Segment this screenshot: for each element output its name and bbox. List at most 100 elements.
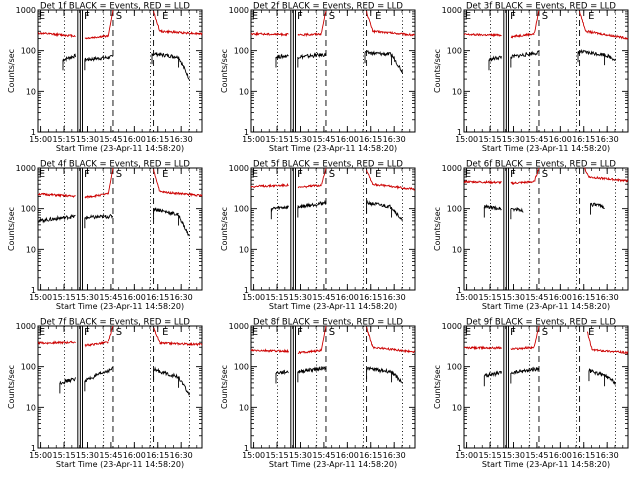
y-tick-label: 1 <box>457 286 462 295</box>
y-tick-label: 1000 <box>442 6 462 15</box>
lld-series-segment <box>510 180 535 186</box>
x-tick-label: 15:00 <box>29 293 52 302</box>
lld-series-segment <box>588 175 629 183</box>
lld-series-segment <box>366 326 374 348</box>
chart-panel-9: Det 9f BLACK = Events, RED = LLD 1 10 100 10… <box>433 318 629 469</box>
lld-series-segment <box>585 29 629 41</box>
x-tick-label: 16:00 <box>549 135 572 144</box>
lld-series-segment <box>320 325 327 351</box>
events-series-segment <box>364 50 393 58</box>
lld-series-segment <box>533 10 540 34</box>
orbit-marker-label: E <box>465 169 471 180</box>
plot-frame <box>37 9 203 133</box>
chart-panel-7: Det 7f BLACK = Events, RED = LLD 1 10 100 10… <box>7 318 203 469</box>
y-axis-title: Counts/sec <box>433 207 442 251</box>
events-series-segment <box>483 203 502 211</box>
orbit-marker-label: E <box>162 327 168 338</box>
plot-frame <box>250 167 416 291</box>
y-tick-label: 10 <box>239 245 249 254</box>
chart-title: Det 8f BLACK = Events, RED = LLD <box>253 318 403 328</box>
events-series-segment <box>59 377 76 385</box>
plot-frame <box>463 325 629 449</box>
orbit-marker-label: E <box>375 11 381 22</box>
y-tick-label: 1 <box>31 128 36 137</box>
chart-title: Det 5f BLACK = Events, RED = LLD <box>253 160 403 170</box>
x-tick-label: 16:15 <box>146 135 169 144</box>
events-series-segment <box>270 204 289 212</box>
x-tick-label: 15:00 <box>455 451 478 460</box>
x-axis-title: Start Time (23-Apr-11 14:58:20) <box>482 302 610 311</box>
x-axis-title: Start Time (23-Apr-11 14:58:20) <box>56 460 184 469</box>
chart-panel-6: Det 6f BLACK = Events, RED = LLD 1 10 100 10… <box>433 160 629 311</box>
x-tick-label: 16:15 <box>572 135 595 144</box>
orbit-marker-label: S <box>542 169 548 180</box>
chart-panel-4: Det 4f BLACK = Events, RED = LLD 1 10 100 10… <box>7 160 203 311</box>
events-series-segment <box>178 376 190 396</box>
orbit-marker-label: E <box>588 327 594 338</box>
events-series-segment <box>590 202 605 210</box>
y-tick-label: 1 <box>244 444 249 453</box>
x-tick-label: 16:00 <box>549 293 572 302</box>
y-tick-label: 1000 <box>229 164 249 173</box>
lld-series-segment <box>84 34 109 40</box>
x-tick-label: 16:30 <box>170 293 193 302</box>
x-tick-label: 15:30 <box>289 451 312 460</box>
lld-series-segment <box>250 348 289 354</box>
lld-series-segment <box>463 32 502 38</box>
x-tick-label: 16:30 <box>383 135 406 144</box>
events-series-segment <box>37 213 76 224</box>
y-tick-label: 100 <box>447 363 462 372</box>
lld-series-segment <box>372 29 416 37</box>
x-tick-label: 15:00 <box>29 451 52 460</box>
orbit-marker-label: S <box>542 11 548 22</box>
y-tick-label: 1 <box>31 444 36 453</box>
x-tick-label: 15:45 <box>312 135 335 144</box>
chart-panel-3: Det 3f BLACK = Events, RED = LLD 1 10 100 10… <box>433 2 629 153</box>
y-tick-label: 1 <box>457 128 462 137</box>
y-tick-label: 1000 <box>229 6 249 15</box>
x-tick-label: 16:00 <box>123 293 146 302</box>
lld-series-segment <box>107 9 114 37</box>
x-tick-label: 15:15 <box>266 135 289 144</box>
events-series-segment <box>297 366 327 375</box>
lld-series-segment <box>250 182 289 189</box>
y-axis-title: Counts/sec <box>7 49 16 93</box>
events-series-segment <box>391 208 403 222</box>
chart-panel-1: Det 1f BLACK = Events, RED = LLD 1 10 100 10… <box>7 2 203 153</box>
orbit-marker-label: F <box>297 327 303 338</box>
orbit-marker-label: E <box>252 11 258 22</box>
events-series-segment <box>153 366 180 379</box>
orbit-marker-label: F <box>510 169 516 180</box>
lld-series-segment <box>463 179 502 185</box>
x-tick-label: 16:00 <box>336 135 359 144</box>
orbit-marker-label: E <box>162 11 168 22</box>
orbit-marker-label: F <box>297 11 303 22</box>
lld-series-segment <box>366 10 374 33</box>
events-series-segment <box>178 214 190 237</box>
lld-series-segment <box>584 167 590 178</box>
events-series-segment <box>297 199 327 209</box>
orbit-marker-label: F <box>510 327 516 338</box>
plot-frame <box>37 167 203 291</box>
lld-series-segment <box>84 192 109 200</box>
y-tick-label: 10 <box>26 403 36 412</box>
lld-series-segment <box>107 325 114 342</box>
lld-series-segment <box>510 32 535 39</box>
orbit-marker-label: F <box>84 169 90 180</box>
x-tick-label: 15:45 <box>525 451 548 460</box>
y-axis-title: Counts/sec <box>220 49 229 93</box>
lld-series-segment <box>107 167 114 195</box>
orbit-marker-label: E <box>375 169 381 180</box>
x-tick-label: 15:00 <box>242 135 265 144</box>
x-tick-label: 16:30 <box>596 293 619 302</box>
chart-panel-5: Det 5f BLACK = Events, RED = LLD 1 10 100 10… <box>220 160 416 311</box>
events-series-segment <box>510 50 540 60</box>
x-tick-label: 16:00 <box>549 451 572 460</box>
x-tick-label: 15:30 <box>76 135 99 144</box>
lld-series-segment <box>153 327 161 343</box>
x-tick-label: 16:30 <box>596 135 619 144</box>
events-series-segment <box>84 366 114 383</box>
events-series-segment <box>510 366 540 376</box>
x-tick-label: 15:45 <box>525 135 548 144</box>
